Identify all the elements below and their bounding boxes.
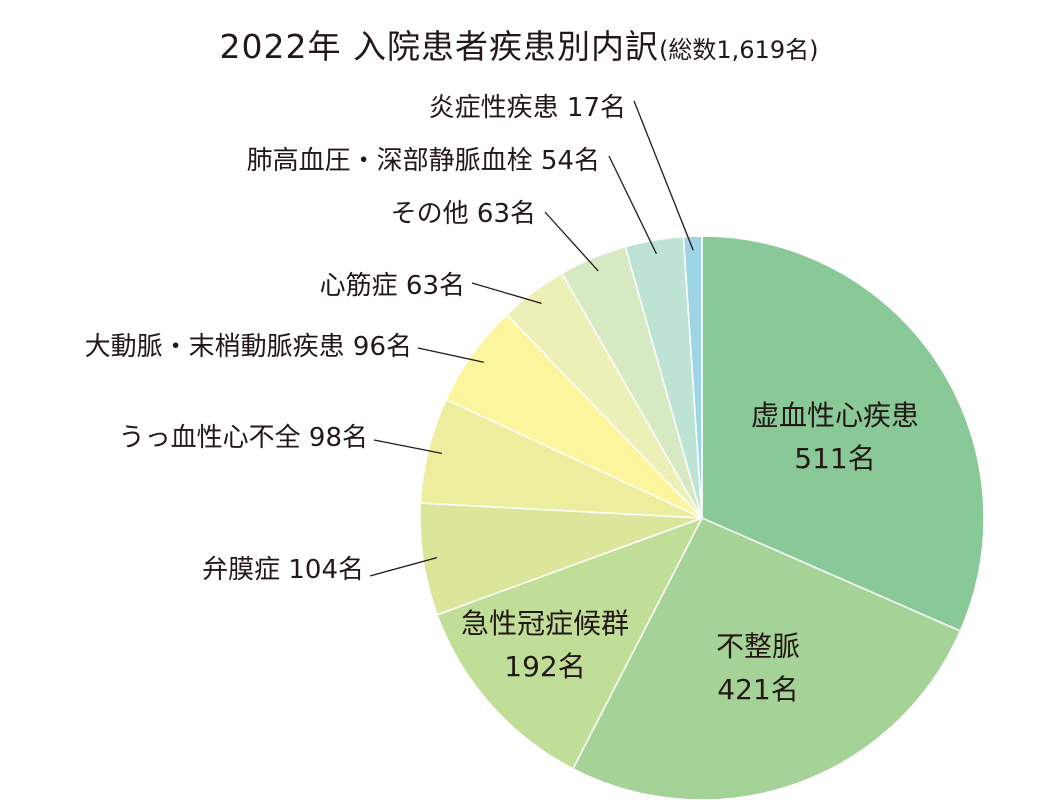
slice-3: [436, 516, 704, 770]
slice-2-value: 421名: [717, 673, 798, 706]
slice-1-value: 511名: [794, 442, 875, 475]
chart-title: 2022年 入院患者疾患別内訳(総数1,619名): [0, 20, 1038, 68]
slice-3-label: 急性冠症候群: [461, 607, 629, 640]
slice-10-leader-line: [633, 100, 694, 251]
slice-7-label: 心筋症 63名: [320, 271, 465, 301]
slice-5-leader-line: [373, 439, 443, 455]
slice-9-leader-line: [608, 155, 658, 255]
slice-4-label: 弁膜症 104名: [202, 555, 364, 585]
subtitle-text: (総数1,619名): [659, 36, 819, 64]
slice-10-label: 炎症性疾患 17名: [429, 93, 626, 123]
slice-8-leader-line: [544, 211, 599, 272]
title-text: 2022年 入院患者疾患別内訳: [219, 27, 660, 66]
slice-1: [701, 235, 985, 632]
slice-3-value: 192名: [504, 650, 585, 683]
slice-4-leader-line: [369, 557, 438, 577]
slice-2: [571, 517, 962, 801]
slice-1-label: 虚血性心疾患: [751, 399, 919, 432]
slice-2-label: 不整脈: [716, 630, 800, 663]
slice-6-leader-line: [417, 347, 485, 363]
slice-9-label: 肺高血圧・深部静脈血栓 54名: [247, 146, 600, 176]
slice-7-leader-line: [471, 282, 542, 305]
slice-6-label: 大動脈・末梢動脈疾患 96名: [85, 332, 412, 362]
slice-5-label: うっ血性心不全 98名: [119, 423, 368, 453]
slice-4: [419, 502, 703, 616]
slice-10: [682, 235, 703, 519]
slice-8-label: その他 63名: [391, 199, 536, 229]
